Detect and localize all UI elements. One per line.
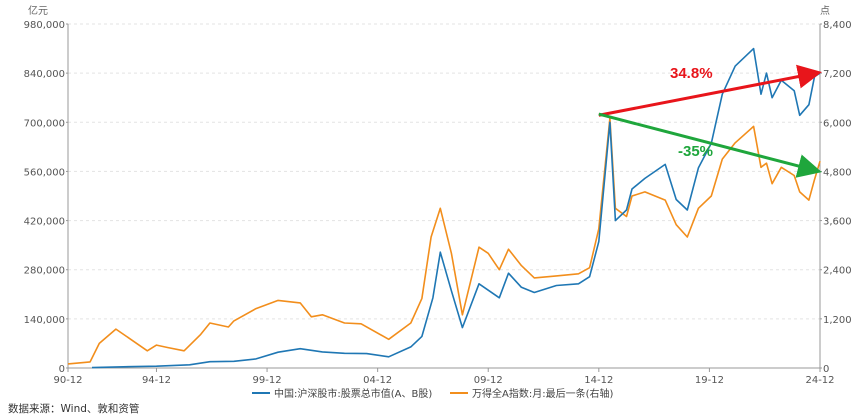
- market-cap-arrow: [598, 64, 822, 117]
- right-tick-label: 7,200: [823, 69, 852, 80]
- source-note: 数据来源：Wind、敦和资管: [8, 403, 140, 415]
- x-tick-label: 14-12: [584, 375, 613, 386]
- right-tick-label: 0: [823, 364, 829, 375]
- x-tick-label: 94-12: [142, 375, 171, 386]
- gridlines: [68, 23, 820, 320]
- x-tick-label: 09-12: [474, 375, 503, 386]
- left-tick-label: 840,000: [24, 69, 65, 80]
- legend: 中国:沪深股市:股票总市值(A、B股) 万得全A指数:月:最后一条(右轴): [252, 387, 613, 400]
- axes: 0 0 140,000 1,200 280,000 2,400 420,000 3,600 56…: [24, 4, 852, 386]
- right-axis-unit: 点: [820, 5, 830, 17]
- index-change-label: -35%: [678, 143, 713, 160]
- left-tick-label: 980,000: [24, 20, 65, 31]
- right-tick-label: 4,800: [823, 167, 852, 178]
- market-cap-change-label: 34.8%: [670, 65, 713, 82]
- x-tick-label: 04-12: [363, 375, 392, 386]
- left-tick-label: 140,000: [24, 315, 65, 326]
- index-arrow: [598, 112, 822, 178]
- series-line-wind-a-index: [67, 117, 821, 365]
- x-tick-label: 19-12: [695, 375, 724, 386]
- series-line-market-cap: [91, 47, 821, 369]
- left-tick-label: 0: [59, 364, 65, 375]
- x-tick-label: 99-12: [253, 375, 282, 386]
- x-tick-label: 24-12: [805, 375, 834, 386]
- left-tick-label: 280,000: [24, 266, 65, 277]
- legend-label-market-cap: 中国:沪深股市:股票总市值(A、B股): [274, 387, 432, 400]
- x-tick-label: 90-12: [53, 375, 82, 386]
- chart: 0 0 140,000 1,200 280,000 2,400 420,000 3,600 56…: [24, 4, 852, 400]
- right-tick-label: 8,400: [823, 20, 852, 31]
- right-tick-label: 3,600: [823, 217, 852, 228]
- left-axis-unit: 亿元: [28, 4, 48, 17]
- right-tick-label: 1,200: [823, 315, 852, 326]
- left-tick-label: 560,000: [24, 167, 65, 178]
- series-lines: [67, 47, 821, 369]
- right-tick-label: 2,400: [823, 266, 852, 277]
- left-tick-label: 420,000: [24, 217, 65, 228]
- legend-label-wind-a-index: 万得全A指数:月:最后一条(右轴): [472, 387, 613, 400]
- left-tick-label: 700,000: [24, 118, 65, 129]
- annotations: 34.8% -35%: [598, 64, 822, 178]
- right-tick-label: 6,000: [823, 118, 852, 129]
